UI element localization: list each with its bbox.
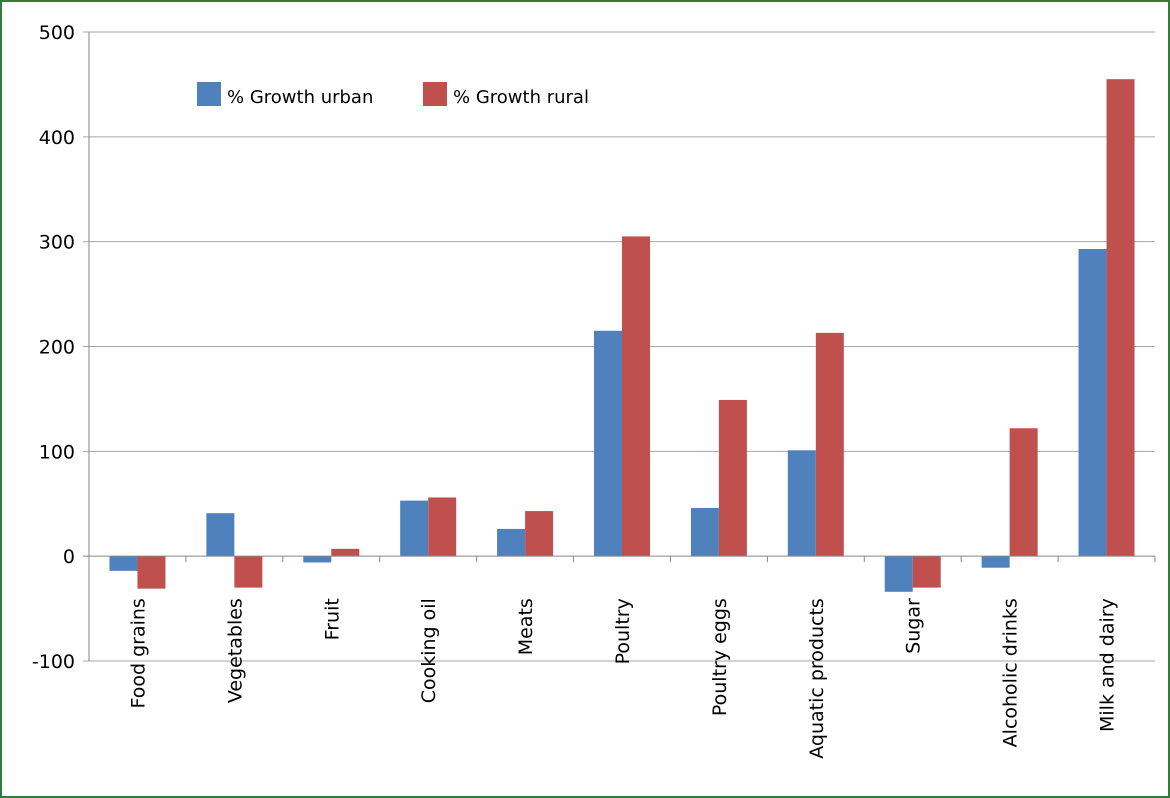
rural-bar-meats	[525, 511, 554, 557]
category-label: Cooking oil	[418, 598, 440, 703]
category-label: Poultry eggs	[709, 598, 731, 716]
y-tick-label: 400	[39, 127, 75, 149]
urban-bar-cooking-oil	[400, 500, 429, 557]
rural-bar-aquatic-products	[815, 332, 844, 557]
rural-bar-milk-and-dairy	[1106, 79, 1135, 557]
urban-bar-alcoholic-drinks	[981, 556, 1010, 568]
legend-label: % Growth urban	[227, 87, 373, 108]
category-label: Fruit	[321, 598, 343, 640]
category-label: Milk and dairy	[1097, 598, 1119, 732]
urban-bar-aquatic-products	[787, 450, 816, 557]
category-label: Poultry	[612, 598, 634, 664]
rural-bar-vegetables	[234, 556, 263, 588]
category-label: Vegetables	[224, 598, 246, 703]
legend-swatch	[423, 82, 447, 106]
legend-swatch	[197, 82, 221, 106]
rural-bar-poultry-eggs	[718, 399, 747, 557]
rural-bar-poultry	[622, 236, 650, 557]
category-labels: Food grains Vegetables Fruit Cooking oil Mea…	[127, 598, 1118, 759]
legend: % Growth urban % Growth rural	[197, 82, 589, 108]
legend-label: % Growth rural	[453, 87, 589, 108]
urban-bar-meats	[497, 528, 526, 557]
urban-bar-poultry-eggs	[690, 507, 719, 557]
rural-bar-alcoholic-drinks	[1009, 428, 1038, 557]
rural-bar-fruit	[331, 548, 360, 557]
category-label: Food grains	[127, 598, 149, 708]
urban-bar-vegetables	[206, 513, 235, 557]
y-tick-label: 0	[63, 546, 75, 568]
axes	[83, 32, 1156, 661]
category-label: Alcoholic drinks	[1000, 598, 1022, 747]
y-tick-label: 200	[39, 337, 75, 359]
y-tick-label: 500	[39, 22, 75, 44]
bars	[109, 79, 1135, 592]
rural-bar-food-grains	[137, 556, 166, 589]
y-tick-labels: -100 0 100 200 300 400 500	[32, 22, 75, 673]
category-label: Aquatic products	[806, 598, 828, 759]
rural-bar-sugar	[912, 556, 941, 588]
urban-bar-food-grains	[109, 556, 138, 571]
rural-bar-cooking-oil	[428, 497, 457, 557]
y-tick-label: 300	[39, 232, 75, 254]
urban-bar-fruit	[303, 556, 332, 563]
category-label: Meats	[515, 598, 537, 655]
y-tick-label: 100	[39, 441, 75, 463]
urban-bar-sugar	[884, 556, 913, 592]
y-tick-label: -100	[32, 651, 75, 673]
urban-bar-poultry	[594, 330, 622, 557]
urban-bar-milk-and-dairy	[1078, 249, 1107, 557]
category-label: Sugar	[903, 598, 925, 654]
